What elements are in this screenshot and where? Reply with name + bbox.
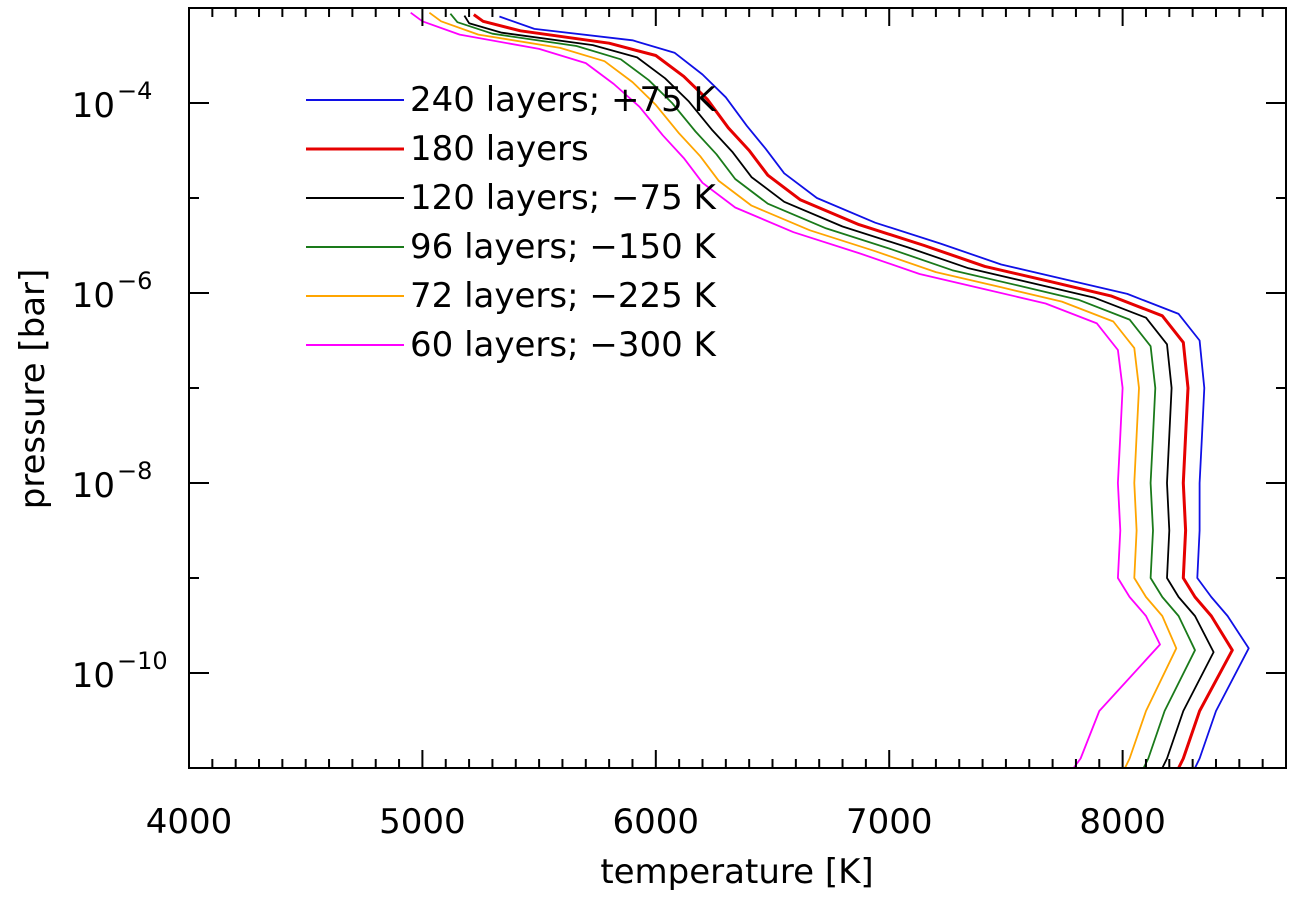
series-line-3 xyxy=(449,13,1196,768)
x-tick-label: 6000 xyxy=(613,802,700,842)
y-tick-base: 10 xyxy=(72,466,115,506)
legend-label: 120 layers; −75 K xyxy=(410,178,718,218)
legend-entry: 96 layers; −150 K xyxy=(306,227,718,267)
x-tick-label: 7000 xyxy=(846,802,933,842)
legend-entry: 60 layers; −300 K xyxy=(306,325,718,365)
legend-label: 96 layers; −150 K xyxy=(410,227,718,267)
series-line-0 xyxy=(499,15,1250,768)
legend-entry: 180 layers xyxy=(306,129,589,169)
y-tick-label: 10 −6 xyxy=(72,267,153,316)
y-tick-exponent: −10 xyxy=(117,647,168,675)
y-tick-exponent: −4 xyxy=(117,77,152,105)
series-line-4 xyxy=(428,11,1178,768)
series-line-5 xyxy=(410,11,1161,768)
x-axis-label: temperature [K] xyxy=(600,852,873,892)
x-tick-label: 5000 xyxy=(379,802,466,842)
legend-label: 60 layers; −300 K xyxy=(410,325,718,365)
legend-label: 180 layers xyxy=(410,129,589,169)
y-tick-base: 10 xyxy=(72,656,115,696)
x-tick-label: 8000 xyxy=(1079,802,1166,842)
y-tick-base: 10 xyxy=(72,86,115,126)
series-line-1 xyxy=(472,13,1234,768)
y-tick-label: 10 −4 xyxy=(72,77,153,126)
y-tick-exponent: −8 xyxy=(117,457,152,485)
series-line-2 xyxy=(463,15,1215,768)
y-tick-label: 10 −10 xyxy=(72,647,168,696)
legend-entry: 120 layers; −75 K xyxy=(306,178,718,218)
y-axis-label: pressure [bar] xyxy=(13,269,53,510)
x-tick-label: 4000 xyxy=(146,802,233,842)
y-tick-exponent: −6 xyxy=(117,267,152,295)
y-tick-base: 10 xyxy=(72,276,115,316)
legend-label: 240 layers; +75 K xyxy=(410,80,718,120)
legend-label: 72 layers; −225 K xyxy=(410,276,718,316)
series-layer xyxy=(410,11,1250,768)
legend-entry: 240 layers; +75 K xyxy=(306,80,718,120)
y-tick-label: 10 −8 xyxy=(72,457,153,506)
legend: 240 layers; +75 K 180 layers 120 layers; −… xyxy=(306,80,718,365)
legend-entry: 72 layers; −225 K xyxy=(306,276,718,316)
